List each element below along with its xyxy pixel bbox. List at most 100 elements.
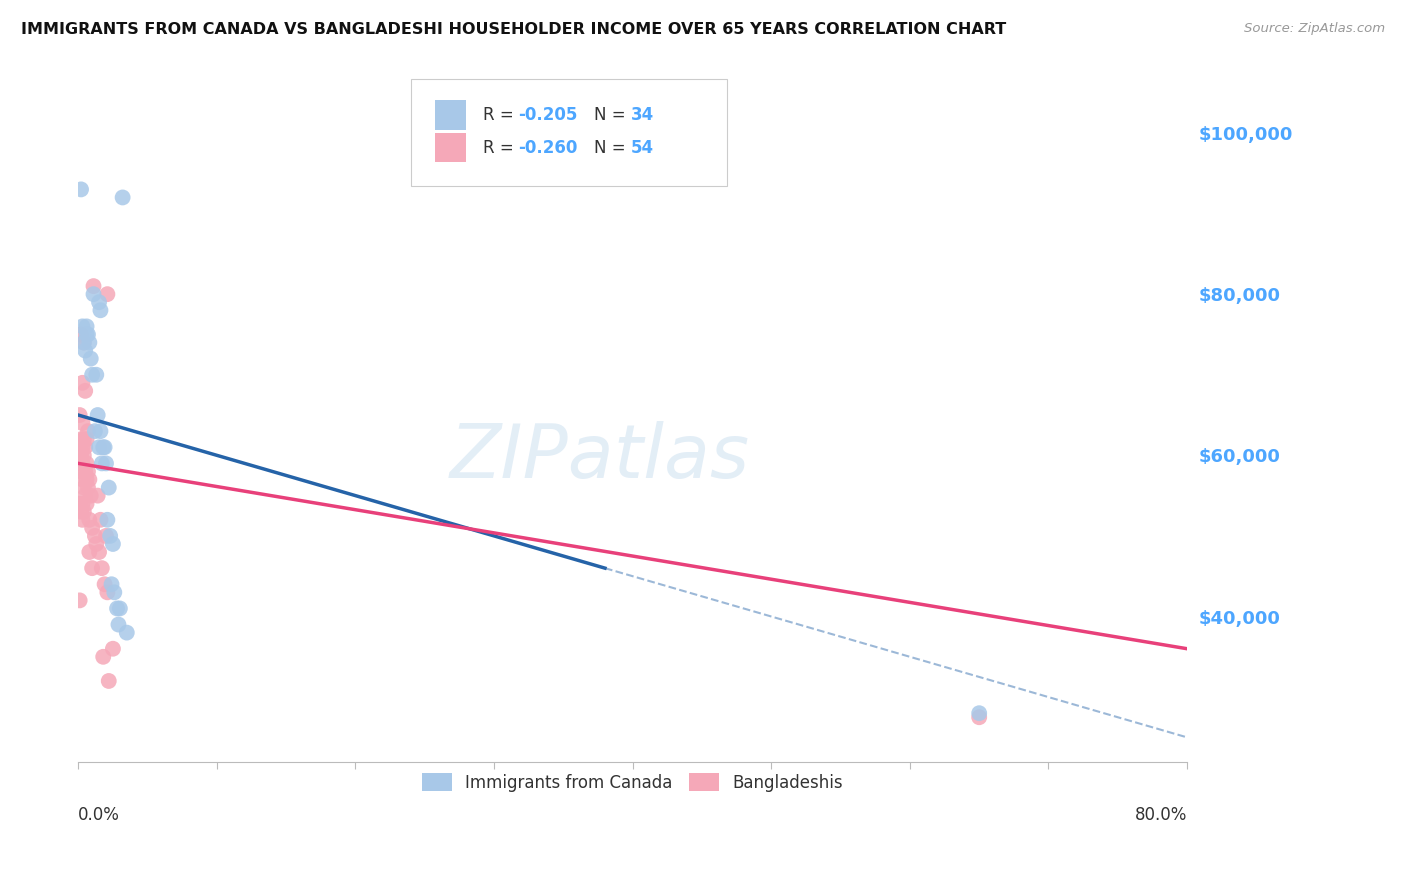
Point: [72, 456, 94, 470]
Point: [76, 432, 98, 446]
Point: [83, 279, 105, 293]
Point: [72, 440, 94, 454]
Point: [73, 448, 96, 462]
Point: [87, 440, 110, 454]
Point: [75, 343, 97, 358]
Point: [73, 481, 96, 495]
Point: [76, 473, 98, 487]
Point: [75, 440, 97, 454]
Text: N =: N =: [593, 106, 631, 124]
Point: [70, 505, 93, 519]
Point: [75, 384, 97, 398]
Point: [86, 489, 108, 503]
Point: [79, 545, 101, 559]
Point: [93, 440, 115, 454]
Point: [82, 521, 104, 535]
Point: [105, 601, 128, 615]
Point: [69, 408, 91, 422]
Point: [107, 617, 129, 632]
Point: [90, 456, 112, 470]
Point: [96, 287, 118, 301]
Point: [75, 489, 97, 503]
Point: [72, 416, 94, 430]
Point: [77, 465, 100, 479]
Text: 80.0%: 80.0%: [1135, 805, 1187, 824]
Point: [91, 440, 114, 454]
Point: [77, 424, 100, 438]
Point: [93, 577, 115, 591]
Point: [96, 585, 118, 599]
Text: IMMIGRANTS FROM CANADA VS BANGLADESHI HOUSEHOLDER INCOME OVER 65 YEARS CORRELATI: IMMIGRANTS FROM CANADA VS BANGLADESHI HO…: [21, 22, 1007, 37]
Point: [73, 335, 96, 350]
Legend: Immigrants from Canada, Bangladeshis: Immigrants from Canada, Bangladeshis: [415, 767, 851, 798]
Text: -0.260: -0.260: [519, 138, 578, 156]
Point: [80, 351, 103, 366]
Point: [97, 481, 120, 495]
Point: [84, 537, 107, 551]
Point: [115, 625, 138, 640]
Point: [94, 529, 117, 543]
Point: [69, 497, 91, 511]
Point: [76, 327, 98, 342]
Point: [98, 529, 121, 543]
Point: [77, 481, 100, 495]
Point: [76, 497, 98, 511]
Point: [69, 456, 91, 470]
Point: [967, 710, 990, 724]
Point: [72, 513, 94, 527]
Point: [89, 513, 111, 527]
Point: [83, 287, 105, 301]
Point: [76, 456, 98, 470]
Text: 0.0%: 0.0%: [79, 805, 120, 824]
Point: [111, 190, 134, 204]
Point: [79, 473, 101, 487]
Point: [103, 585, 125, 599]
Point: [101, 641, 124, 656]
Point: [100, 577, 122, 591]
Point: [77, 327, 100, 342]
Point: [73, 432, 96, 446]
Point: [89, 424, 111, 438]
Point: [73, 335, 96, 350]
Point: [73, 505, 96, 519]
Point: [79, 513, 101, 527]
Point: [86, 408, 108, 422]
Text: 34: 34: [630, 106, 654, 124]
Point: [96, 513, 118, 527]
Point: [76, 319, 98, 334]
FancyBboxPatch shape: [436, 133, 467, 162]
Point: [72, 473, 94, 487]
Point: [967, 706, 990, 721]
Point: [87, 295, 110, 310]
Text: R =: R =: [484, 106, 519, 124]
Point: [72, 497, 94, 511]
Point: [75, 465, 97, 479]
Point: [89, 303, 111, 318]
FancyBboxPatch shape: [411, 78, 727, 186]
Text: -0.205: -0.205: [519, 106, 578, 124]
Point: [82, 561, 104, 575]
Point: [101, 537, 124, 551]
Point: [72, 319, 94, 334]
Point: [87, 545, 110, 559]
Point: [97, 673, 120, 688]
Point: [69, 440, 91, 454]
Point: [70, 182, 93, 196]
Point: [83, 529, 105, 543]
Point: [83, 424, 105, 438]
Point: [72, 376, 94, 390]
Point: [84, 368, 107, 382]
Point: [70, 432, 93, 446]
Point: [69, 593, 91, 607]
Text: R =: R =: [484, 138, 519, 156]
Point: [108, 601, 131, 615]
Point: [90, 561, 112, 575]
Point: [82, 368, 104, 382]
Text: ZIPatlas: ZIPatlas: [450, 421, 749, 492]
Point: [70, 327, 93, 342]
FancyBboxPatch shape: [436, 101, 467, 129]
Point: [80, 489, 103, 503]
Point: [70, 448, 93, 462]
Text: Source: ZipAtlas.com: Source: ZipAtlas.com: [1244, 22, 1385, 36]
Text: N =: N =: [593, 138, 631, 156]
